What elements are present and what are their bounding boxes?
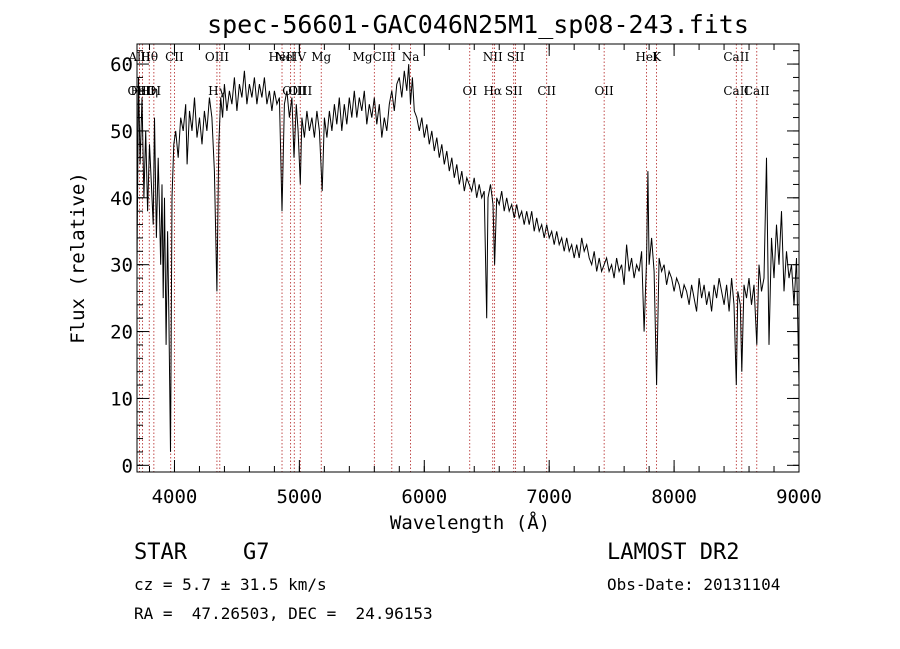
axis-ticks: 4000 5000 6000 7000 8000 9000 0 10 20 30 40 50 60 [110,44,822,508]
line-label-top: MgCIII [353,50,397,64]
object-subclass: G7 [243,540,270,565]
line-label-top: NII [483,50,503,64]
line-label-top: NeIV [275,50,306,64]
line-label-top: Mg [311,50,331,64]
line-label-top: SII [507,50,525,64]
x-tick-label: 4000 [152,486,198,508]
redshift-value: cz = 5.7 ± 31.5 km/s [134,575,327,594]
line-label-bottom: SII [505,84,523,98]
survey-name: LAMOST DR2 [607,540,740,565]
y-tick-label: 50 [110,121,133,143]
line-label-bottom: OIII [288,84,312,98]
line-label-bottom: Hγ [208,84,226,98]
coordinates: RA = 47.26503, DEC = 24.96153 [134,604,433,623]
line-label-bottom: OII [594,84,614,98]
chart-title: spec-56601-GAC046N25M1_sp08-243.fits [207,10,749,39]
y-tick-label: 60 [110,54,133,76]
x-tick-label: 9000 [776,486,822,508]
line-label-bottom: CaII [723,84,749,98]
line-label-top: Na [402,50,420,64]
y-tick-label: 40 [110,188,133,210]
object-class: STAR [134,540,187,565]
line-label-bottom: OI [147,84,162,98]
line-label-top: OIII [205,50,229,64]
x-axis-label: Wavelength (Å) [390,511,550,534]
x-tick-label: 6000 [401,486,447,508]
x-tick-label: 8000 [651,486,697,508]
line-label-bottom: OIII [282,84,306,98]
line-label-bottom: Hη [140,84,158,98]
spectrum-line [136,64,800,452]
y-tick-label: 30 [110,255,133,277]
emission-line-markers [139,44,758,472]
line-label-top: CaII [723,50,749,64]
y-tick-label: 20 [110,322,133,344]
line-label-top: Hθ [140,50,158,64]
y-tick-label: 10 [110,388,133,410]
line-label-bottom: CII [537,84,556,98]
y-tick-label: 0 [122,455,133,477]
y-axis-label: Flux (relative) [67,172,89,344]
line-label-top: HeI [635,50,658,64]
line-label-bottom: Hα [483,84,502,98]
line-label-bottom: OI [462,84,477,98]
line-label-bottom: CaII [744,84,770,98]
x-tick-label: 7000 [526,486,572,508]
line-label-top: K [652,50,662,64]
plot-frame [136,43,800,473]
x-tick-label: 5000 [276,486,322,508]
line-label-top: AlII [128,50,151,64]
obs-date: Obs-Date: 20131104 [607,575,781,594]
line-label-top: HeII [268,50,295,64]
line-label-top: CII [165,50,184,64]
